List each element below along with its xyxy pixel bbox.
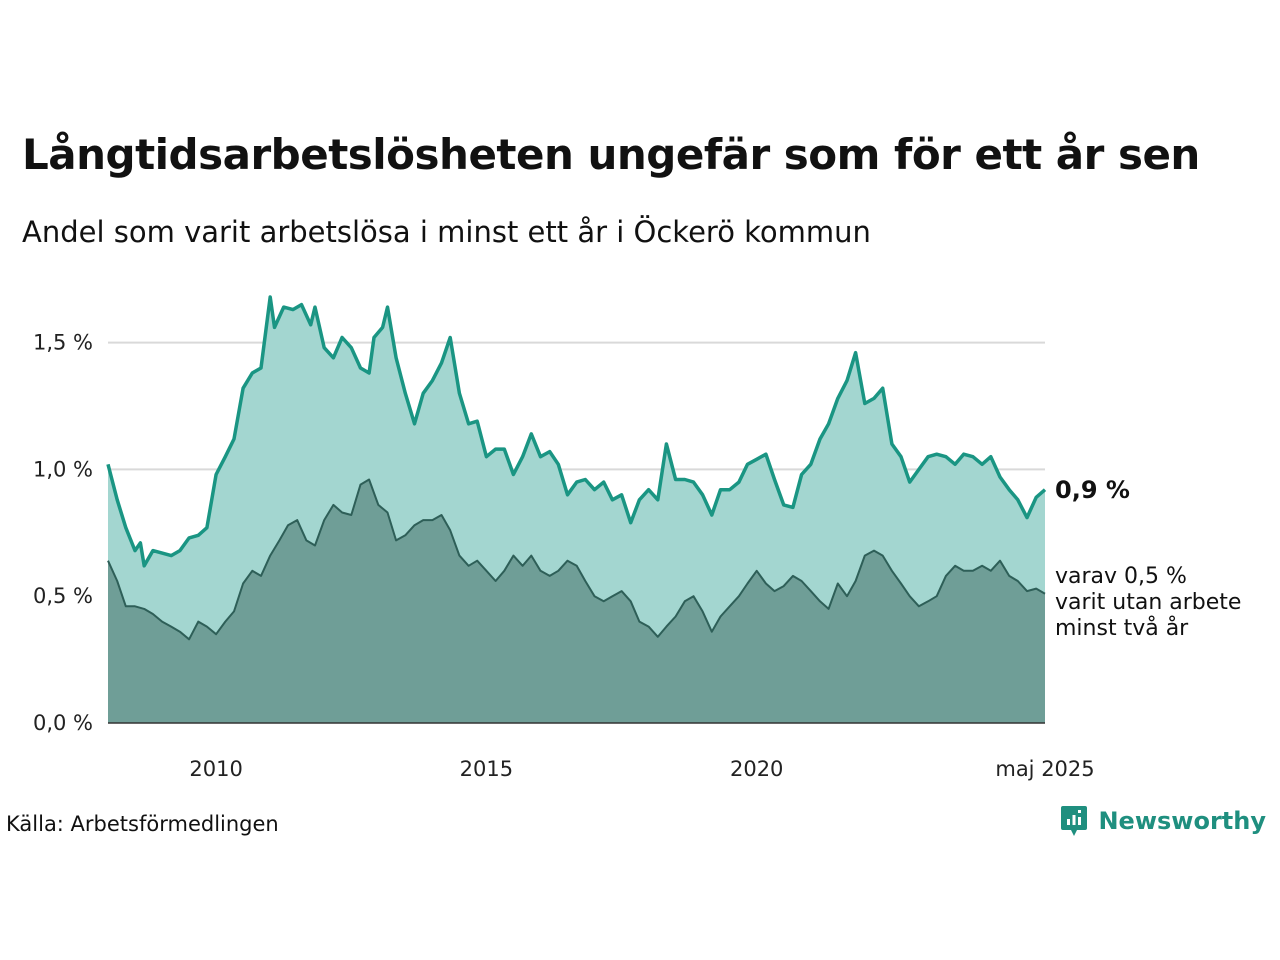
- y-tick-label: 0,0 %: [33, 711, 93, 735]
- end-label-sub-line: minst två år: [1055, 615, 1189, 641]
- label-layer: 0,0 % 0,5 % 1,0 % 1,5 % 2010 2015 2020 maj 2025…: [33, 331, 1241, 781]
- area-layer: [108, 297, 1045, 723]
- end-label-sub-line: varit utan arbete: [1055, 590, 1241, 615]
- y-tick-label: 1,0 %: [33, 457, 93, 481]
- area-chart: 0,0 % 0,5 % 1,0 % 1,5 % 2010 2015 2020 maj 2025…: [33, 295, 1241, 781]
- y-tick-label: 1,5 %: [33, 331, 93, 355]
- series-line-main: [106, 295, 1047, 568]
- chart-subtitle: Andel som varit arbetslösa i minst ett å…: [22, 215, 871, 249]
- y-tick-label: 0,5 %: [33, 584, 93, 608]
- newsworthy-logo-icon: [1061, 806, 1088, 836]
- x-tick-label: 2015: [460, 757, 513, 781]
- series-line-sub: [107, 478, 1046, 641]
- source-note: Källa: Arbetsförmedlingen: [6, 812, 279, 836]
- x-tick-label: maj 2025: [995, 757, 1094, 781]
- x-tick-label: 2020: [730, 757, 783, 781]
- end-label-sub-line: varav 0,5 %: [1055, 564, 1187, 589]
- x-tick-label: 2010: [189, 757, 242, 781]
- line-layer: [106, 295, 1047, 724]
- brand-name: Newsworthy: [1098, 807, 1266, 835]
- series-area-sub: [108, 479, 1045, 723]
- end-label-main: 0,9 %: [1055, 476, 1130, 504]
- chart-title: Långtidsarbetslösheten ungefär som för e…: [22, 130, 1200, 179]
- brand-logo[interactable]: Newsworthy: [1060, 804, 1266, 838]
